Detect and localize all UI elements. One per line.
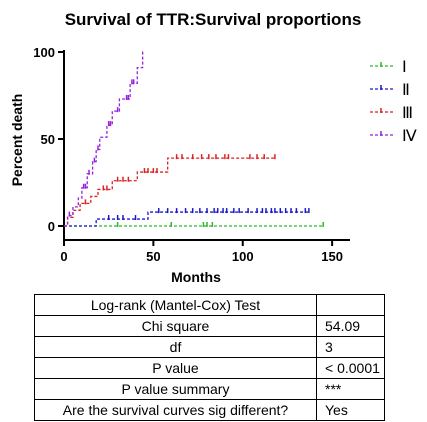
- table-row-value: 54.09: [316, 315, 385, 337]
- table-row-value: 3: [316, 336, 385, 358]
- survival-chart: Survival of TTR:Survival proportions Per…: [9, 10, 417, 285]
- table-row: Chi square 54.09: [34, 315, 385, 337]
- series-1: [64, 222, 324, 227]
- table-row-label: Log-rank (Mantel-Cox) Test: [34, 294, 317, 316]
- table-row-label: Chi square: [34, 315, 317, 337]
- survival-curve-line: [64, 51, 145, 227]
- table-row: P value < 0.0001: [34, 357, 385, 379]
- survival-curves: [64, 51, 324, 227]
- legend-label: Ⅱ: [402, 82, 410, 99]
- table-row: P value summary ***: [34, 378, 385, 400]
- table-row: df 3: [34, 336, 385, 358]
- table-row-value: < 0.0001: [316, 357, 385, 379]
- table-row-label: P value summary: [34, 378, 317, 400]
- log-rank-test-table: Log-rank (Mantel-Cox) Test Chi square 54…: [34, 294, 385, 421]
- series-3: [64, 154, 276, 227]
- axes: 0 50 100 0 50 100 150: [33, 45, 350, 264]
- x-tick-label: 0: [60, 249, 67, 264]
- table-row-value: Yes: [316, 399, 385, 421]
- table-row-label: Are the survival curves sig different?: [34, 399, 317, 421]
- y-tick-label: 50: [41, 132, 55, 147]
- y-axis-label: Percent death: [9, 94, 25, 187]
- table-row: Are the survival curves sig different? Y…: [34, 399, 385, 421]
- y-tick-label: 0: [48, 219, 55, 234]
- x-tick-label: 150: [321, 249, 343, 264]
- series-2: [64, 208, 310, 227]
- chart-title: Survival of TTR:Survival proportions: [65, 10, 362, 29]
- survival-curve-line: [64, 157, 275, 227]
- y-tick-label: 100: [33, 45, 55, 60]
- series-4: [64, 51, 145, 227]
- legend-label: Ⅰ: [402, 59, 407, 76]
- table-row: Log-rank (Mantel-Cox) Test: [34, 294, 385, 316]
- table-row-label: df: [34, 336, 317, 358]
- table-row-value: [316, 294, 385, 316]
- legend-label: Ⅲ: [402, 105, 413, 122]
- survival-curve-line: [64, 211, 309, 227]
- x-tick-label: 100: [232, 249, 254, 264]
- legend: Ⅰ Ⅱ Ⅲ Ⅳ: [370, 59, 417, 145]
- legend-label: Ⅳ: [402, 128, 417, 145]
- table-row-label: P value: [34, 357, 317, 379]
- table-row-value: ***: [316, 378, 385, 400]
- x-axis-label: Months: [171, 269, 221, 285]
- x-tick-label: 50: [146, 249, 160, 264]
